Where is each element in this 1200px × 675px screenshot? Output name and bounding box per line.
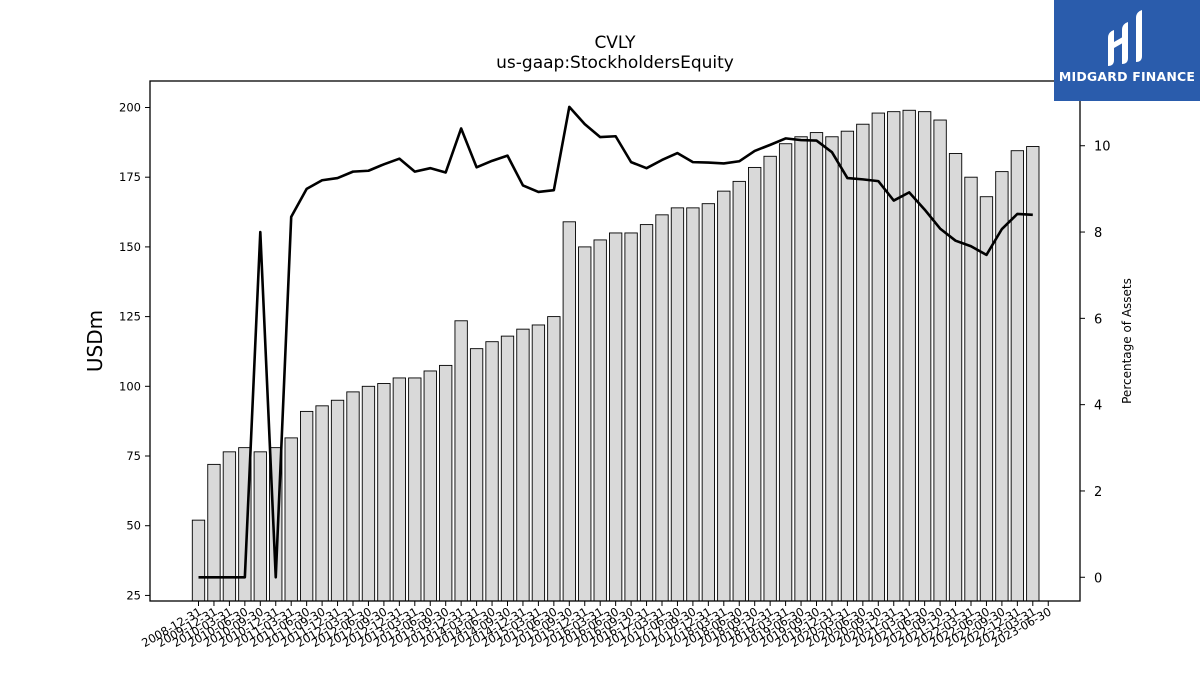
bar	[485, 341, 499, 602]
bar	[423, 370, 437, 602]
bar	[469, 348, 484, 602]
chart-title: CVLY	[594, 33, 636, 53]
line-series	[198, 105, 1033, 579]
y-tick-label: 100	[119, 379, 141, 393]
percentage-of-assets-line	[198, 105, 1033, 579]
bar	[732, 180, 746, 602]
bar	[763, 155, 777, 602]
bar	[346, 391, 360, 602]
y-tick-label: 125	[119, 310, 141, 324]
x-axis: 2008-12-312009-12-312010-03-312010-06-30…	[139, 601, 1054, 650]
y-tick-label: 200	[119, 100, 141, 114]
bar	[918, 111, 932, 602]
bar	[655, 214, 669, 602]
bar	[361, 385, 376, 602]
bar	[562, 221, 576, 602]
bar	[330, 399, 345, 602]
bar	[964, 176, 978, 602]
bar	[454, 320, 468, 602]
bar	[392, 377, 406, 602]
bar	[207, 463, 221, 602]
y2-tick-label: 2	[1094, 485, 1102, 500]
y2-tick-label: 10	[1094, 140, 1111, 155]
bar	[794, 136, 808, 602]
y-axis-label: USDm	[83, 310, 107, 372]
bar	[979, 196, 994, 602]
bar	[840, 130, 855, 602]
bar	[547, 316, 561, 602]
bar	[222, 451, 237, 602]
bar	[902, 109, 916, 602]
right-y-axis: 0 2 4 6 8 10	[1080, 140, 1111, 586]
bar	[439, 364, 453, 602]
bar	[300, 410, 314, 602]
bar	[639, 224, 654, 602]
y2-tick-label: 4	[1094, 399, 1102, 414]
bar	[531, 324, 546, 602]
bar	[809, 132, 824, 602]
bar	[825, 136, 839, 602]
bar	[748, 166, 762, 602]
secondary-y-axis-label: Percentage of Assets	[1120, 278, 1134, 404]
y2-tick-label: 8	[1094, 226, 1102, 241]
y-tick-label: 75	[126, 449, 141, 463]
y-tick-label: 25	[126, 588, 141, 602]
bar	[624, 232, 638, 602]
bar	[701, 203, 716, 602]
plot-area-frame	[149, 80, 1081, 602]
bar	[516, 328, 530, 602]
bar	[609, 232, 623, 602]
bar	[500, 335, 515, 602]
y2-tick-label: 0	[1094, 571, 1102, 586]
midgard-bars-logo-icon	[1108, 10, 1142, 66]
bar	[778, 143, 793, 602]
bar	[315, 405, 329, 602]
bar	[933, 119, 947, 602]
bar	[856, 123, 870, 602]
y-tick-label: 150	[119, 240, 141, 254]
bar	[948, 153, 963, 602]
bar	[408, 377, 422, 602]
bar	[593, 239, 607, 602]
bar	[717, 190, 731, 602]
y2-tick-label: 6	[1094, 312, 1102, 327]
bar	[887, 111, 901, 602]
left-y-axis: 25 50 75 100 125 150 175 200	[119, 100, 150, 602]
chart-subtitle: us-gaap:StockholdersEquity	[496, 53, 734, 73]
bar	[578, 246, 592, 602]
bar	[253, 451, 267, 602]
brand-name: MIDGARD FINANCE	[1058, 69, 1196, 84]
bar	[670, 207, 685, 602]
bar	[377, 383, 391, 602]
y-tick-label: 50	[126, 519, 141, 533]
bar	[191, 519, 206, 602]
y-tick-label: 175	[119, 170, 141, 184]
bar-series	[191, 109, 1040, 602]
brand-logo: MIDGARD FINANCE	[1054, 0, 1200, 101]
bar	[686, 207, 700, 602]
bar	[284, 437, 298, 602]
